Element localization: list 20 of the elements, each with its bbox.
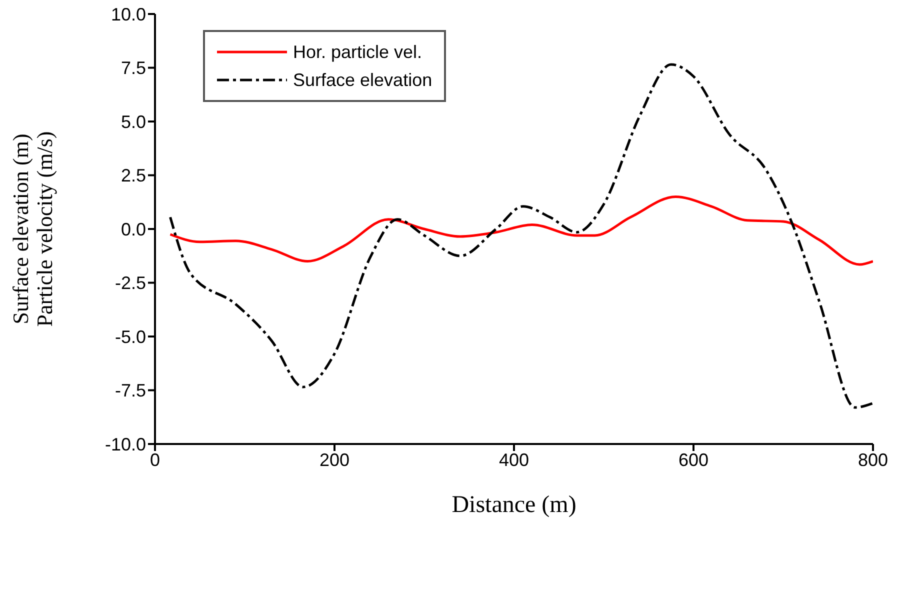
x-tick-label: 400	[498, 450, 530, 470]
y-tick-label: 0.0	[120, 219, 146, 240]
line-series	[169, 196, 873, 266]
y-tick-label: -7.5	[114, 380, 146, 401]
legend-label: Surface elevation	[293, 70, 432, 90]
x-tick-label: 600	[678, 450, 709, 470]
x-tick-label: 0	[150, 450, 160, 470]
y-tick-label: 5.0	[120, 112, 146, 132]
y-tick-label: 7.5	[120, 58, 146, 78]
x-tick-label: 200	[319, 450, 350, 470]
y-tick-label: -10.0	[104, 434, 146, 454]
y-axis-title: Surface elevation (m) Particle velocity (m/s)	[8, 131, 57, 327]
legend-label: Hor. particle vel.	[293, 42, 422, 62]
y-tick-label: -2.5	[114, 273, 146, 294]
x-tick-label: 800	[858, 450, 888, 470]
line-series	[169, 63, 873, 409]
y-tick-label: -5.0	[114, 326, 146, 347]
x-axis-title: Distance (m)	[452, 492, 576, 518]
y-tick-label: 2.5	[120, 166, 146, 186]
y-tick-label: 10.0	[110, 4, 146, 24]
